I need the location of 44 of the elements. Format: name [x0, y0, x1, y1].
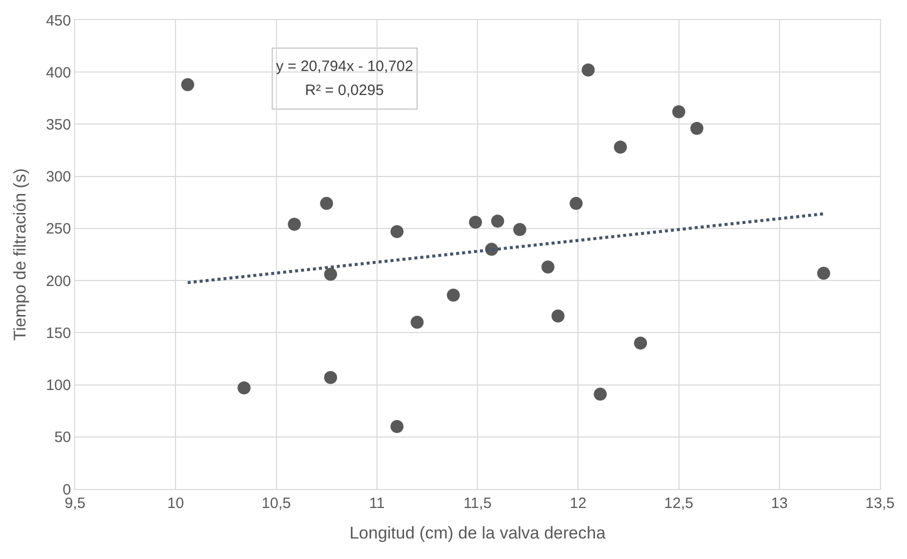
- y-tick-label: 450: [46, 12, 71, 30]
- point: [634, 336, 648, 350]
- x-tick-label: 10: [167, 495, 184, 512]
- point: [181, 78, 194, 92]
- point: [324, 370, 338, 384]
- point: [320, 196, 334, 210]
- point: [513, 222, 526, 236]
- point: [570, 196, 583, 210]
- x-tick-label: 13,5: [865, 495, 895, 512]
- point: [582, 64, 595, 77]
- point: [446, 288, 460, 302]
- point: [672, 105, 686, 118]
- point: [324, 268, 338, 281]
- y-tick-label: 100: [46, 377, 71, 394]
- y-tick-label: 200: [46, 272, 71, 290]
- annotation: R² = 0,0295: [305, 82, 384, 99]
- y-tick-label: 300: [46, 168, 71, 186]
- x-tick-label: 11,5: [463, 495, 492, 512]
- y-tick-label: 250: [46, 220, 71, 238]
- x-tick-label: 10,5: [262, 495, 291, 512]
- point: [594, 388, 607, 401]
- point: [817, 266, 830, 280]
- point: [541, 260, 554, 274]
- x-tick-label: 12,5: [664, 495, 694, 512]
- y-axis-title: Tiempo de filtración (s): [10, 168, 30, 341]
- point: [552, 309, 564, 322]
- point: [238, 381, 251, 394]
- point: [614, 140, 627, 154]
- y-tick-label: 150: [46, 324, 71, 342]
- x-tick-label: 12: [570, 495, 586, 512]
- point: [390, 225, 404, 238]
- y-tick-label: 350: [46, 116, 71, 134]
- point: [390, 420, 404, 433]
- y-tick-label: 50: [54, 429, 71, 446]
- x-tick-label: 11: [369, 495, 385, 512]
- point: [410, 316, 424, 329]
- point: [491, 214, 504, 228]
- annotation: y = 20,794x - 10,702: [276, 58, 414, 75]
- x-tick-label: 13: [771, 495, 788, 512]
- point: [690, 122, 704, 135]
- y-tick-label: 400: [46, 64, 71, 82]
- point: [288, 218, 301, 231]
- point: [468, 216, 482, 229]
- x-axis-title: Longitud (cm) de la valva derecha: [349, 523, 606, 542]
